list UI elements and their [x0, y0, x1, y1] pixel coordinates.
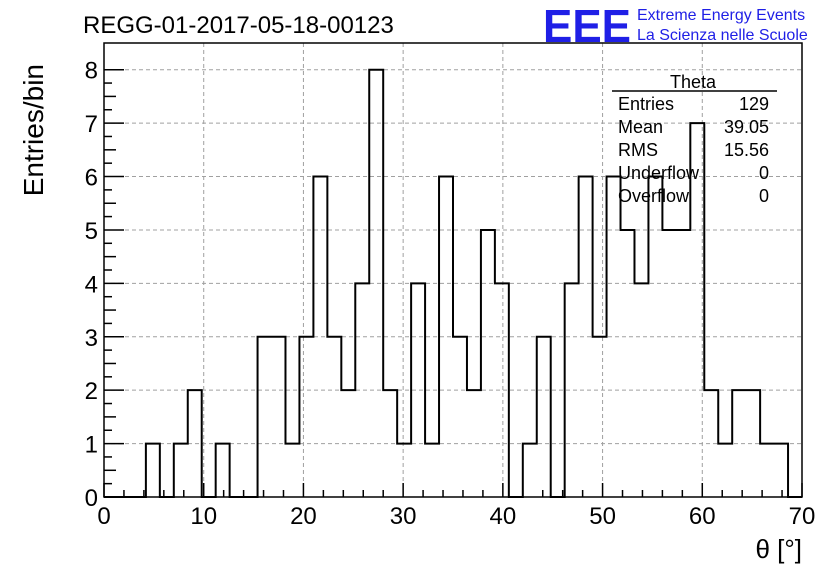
histogram-bin-5 [174, 444, 188, 497]
x-tick-label-4: 40 [490, 503, 517, 530]
stats-label-overflow: Overflow [618, 186, 690, 206]
histogram-bin-35 [593, 337, 607, 497]
stats-value-mean: 39.05 [724, 117, 769, 137]
histogram-bin-14 [299, 337, 313, 497]
histogram-bin-31 [537, 337, 551, 497]
logo-line2: La Scienza nelle Scuole [637, 27, 808, 44]
stats-label-rms: RMS [618, 140, 658, 160]
histogram-bins [146, 70, 788, 497]
y-axis-label: Entries/bin [18, 64, 49, 196]
stats-title: Theta [670, 72, 717, 92]
histogram-bin-19 [369, 70, 383, 497]
histogram-bin-22 [411, 283, 425, 497]
histogram-bin-13 [285, 444, 299, 497]
y-tick-label-6: 6 [85, 165, 98, 192]
histogram-bin-37 [621, 230, 635, 497]
x-tick-label-5: 50 [589, 503, 616, 530]
histogram-bin-41 [676, 230, 690, 497]
stats-box: Theta Entries 129 Mean 39.05 RMS 15.56 U… [612, 72, 777, 206]
histogram-bin-23 [425, 444, 439, 497]
x-tick-label-6: 60 [689, 503, 716, 530]
stats-value-entries: 129 [739, 94, 769, 114]
histogram-bin-26 [467, 390, 481, 497]
histogram-bin-21 [397, 444, 411, 497]
histogram-bin-47 [760, 444, 774, 497]
x-tick-label-1: 10 [190, 503, 217, 530]
stats-value-underflow: 0 [759, 163, 769, 183]
y-tick-label-7: 7 [85, 111, 98, 138]
tick-labels: 0 10 20 30 40 50 60 70 0 1 2 3 4 5 6 7 8 [85, 58, 816, 530]
logo-line1: Extreme Energy Events [637, 7, 805, 24]
x-tick-label-2: 20 [290, 503, 317, 530]
x-tick-label-0: 0 [97, 503, 110, 530]
histogram-bin-17 [341, 390, 355, 497]
y-tick-label-4: 4 [85, 271, 98, 298]
histogram-bin-39 [648, 177, 662, 497]
histogram-bin-6 [188, 390, 202, 497]
histogram-bin-30 [523, 444, 537, 497]
histogram-bin-3 [146, 444, 160, 497]
axis-ticks [103, 68, 803, 498]
histogram-bin-33 [565, 283, 579, 497]
y-tick-label-5: 5 [85, 218, 98, 245]
histogram-bin-34 [579, 177, 593, 497]
stats-value-rms: 15.56 [724, 140, 769, 160]
histogram-bin-8 [216, 444, 230, 497]
y-tick-label-0: 0 [85, 485, 98, 512]
histogram-bin-44 [718, 444, 732, 497]
histogram-bin-15 [313, 177, 327, 497]
y-tick-label-1: 1 [85, 432, 98, 459]
histogram-bin-46 [746, 390, 760, 497]
histogram-bin-20 [383, 390, 397, 497]
histogram-bin-25 [453, 337, 467, 497]
y-tick-label-2: 2 [85, 378, 98, 405]
histogram-bin-48 [774, 444, 788, 497]
histogram-bin-27 [481, 230, 495, 497]
eee-logo: EEE [543, 0, 631, 52]
histogram-bin-16 [327, 337, 341, 497]
y-tick-label-3: 3 [85, 325, 98, 352]
y-tick-label-8: 8 [85, 58, 98, 85]
histogram-bin-12 [272, 337, 286, 497]
stats-label-entries: Entries [618, 94, 674, 114]
histogram-outline [104, 68, 802, 498]
run-title: REGG-01-2017-05-18-00123 [83, 12, 394, 39]
histogram-bin-38 [634, 283, 648, 497]
histogram-bin-43 [704, 390, 718, 497]
histogram-bin-36 [607, 177, 621, 497]
x-tick-label-7: 70 [789, 503, 816, 530]
stats-label-mean: Mean [618, 117, 663, 137]
histogram-bin-24 [439, 177, 453, 497]
histogram-bin-28 [495, 283, 509, 497]
histogram-bin-11 [258, 337, 272, 497]
stats-label-underflow: Underflow [618, 163, 700, 183]
histogram-bin-18 [355, 283, 369, 497]
stats-value-overflow: 0 [759, 186, 769, 206]
x-tick-label-3: 30 [390, 503, 417, 530]
histogram-bin-45 [732, 390, 746, 497]
x-axis-label: θ [°] [755, 534, 802, 564]
histogram-bin-40 [662, 230, 676, 497]
